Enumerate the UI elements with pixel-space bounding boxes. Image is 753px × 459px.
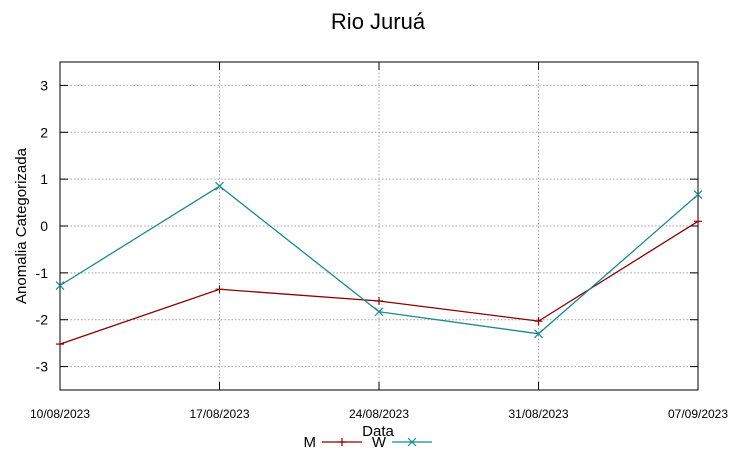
series-group — [55, 181, 703, 349]
data-point-marker — [215, 285, 224, 294]
y-axis-label: Anomalia Categorizada — [13, 147, 30, 304]
legend-label: M — [304, 434, 317, 451]
data-point-marker — [55, 281, 65, 290]
grid-lines — [60, 62, 698, 390]
y-axis-ticks: 3 2 1 0 -1 -2 -3 — [36, 77, 698, 375]
data-point-marker — [374, 307, 384, 317]
data-point-marker — [534, 317, 543, 326]
y-tick-label: -2 — [36, 312, 49, 328]
x-axis-ticks: 10/08/2023 17/08/2023 24/08/2023 31/08/2023… — [30, 62, 728, 421]
y-tick-label: -1 — [36, 265, 49, 281]
data-point-marker — [534, 329, 543, 339]
series-W — [55, 181, 703, 339]
x-tick-label: 10/08/2023 — [30, 407, 90, 421]
x-tick-label: 31/08/2023 — [508, 407, 568, 421]
y-tick-label: 0 — [40, 218, 48, 234]
legend-item-M: M — [304, 434, 362, 451]
x-tick-label: 17/08/2023 — [189, 407, 249, 421]
x-axis-label: Data — [362, 423, 394, 440]
data-point-marker — [56, 340, 64, 349]
y-tick-label: 3 — [40, 77, 48, 93]
y-tick-label: 2 — [40, 124, 48, 140]
x-tick-label: 07/09/2023 — [668, 407, 728, 421]
chart-title: Rio Juruá — [331, 9, 426, 34]
data-point-marker — [375, 296, 383, 305]
data-point-marker — [693, 190, 703, 200]
data-point-marker — [338, 438, 346, 446]
data-point-marker — [694, 217, 702, 226]
y-tick-label: -3 — [36, 359, 49, 375]
legend-item-W: W — [372, 434, 432, 451]
x-tick-label: 24/08/2023 — [349, 407, 409, 421]
y-tick-label: 1 — [40, 171, 48, 187]
data-point-marker — [215, 181, 224, 191]
data-point-marker — [407, 437, 417, 447]
legend-label: W — [372, 434, 387, 451]
